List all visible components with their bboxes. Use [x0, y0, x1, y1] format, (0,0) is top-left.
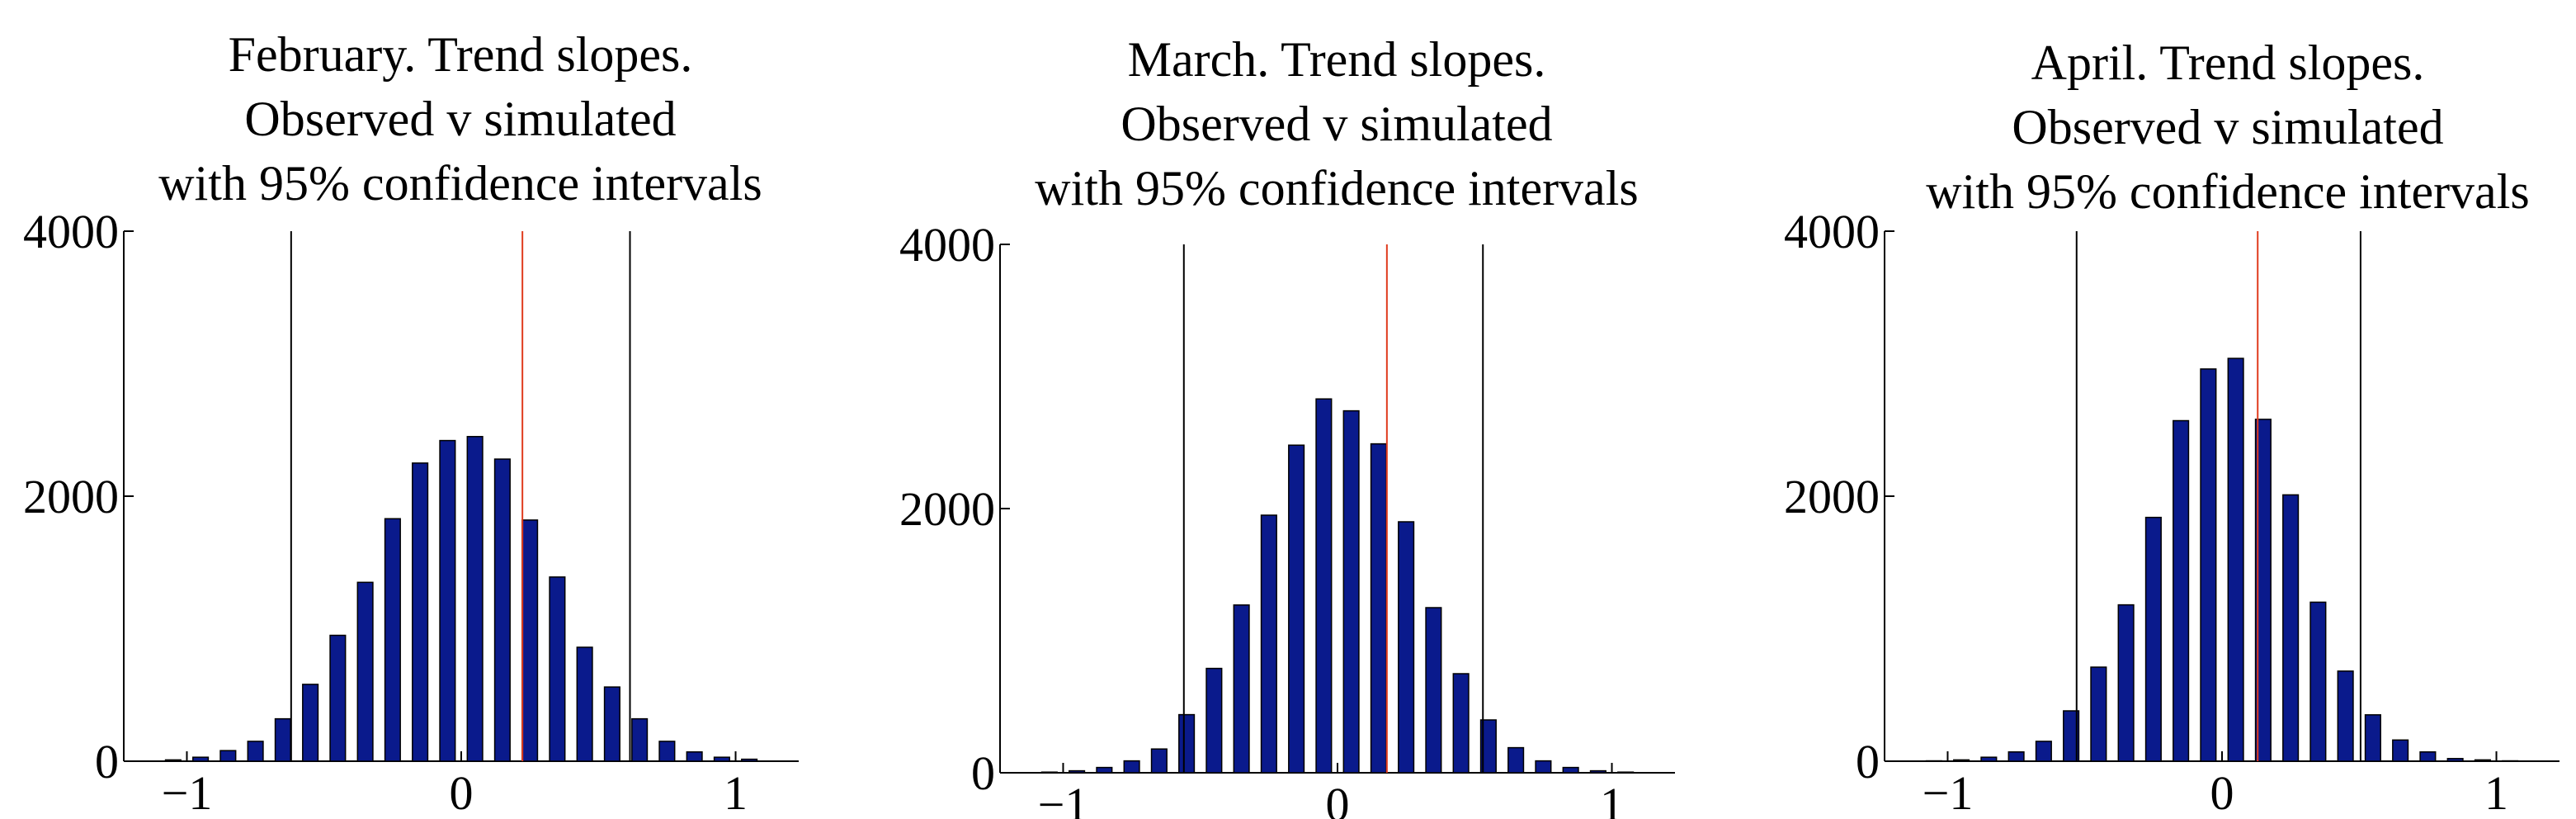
bar	[2063, 710, 2080, 762]
bar	[741, 758, 758, 762]
x-tick-label: 1	[724, 766, 748, 819]
chart-title: February. Trend slopes.	[229, 27, 693, 82]
bar	[1315, 398, 1333, 774]
bar	[2144, 516, 2162, 762]
bar	[2227, 357, 2244, 762]
bar	[2117, 604, 2135, 762]
bar	[1288, 444, 1305, 774]
bar	[493, 458, 511, 762]
bar	[549, 576, 566, 762]
x-tick-label: 0	[450, 766, 474, 819]
bar	[1040, 771, 1058, 774]
bar	[1205, 667, 1223, 774]
bar	[2200, 368, 2217, 762]
bar	[631, 717, 649, 762]
bar	[2337, 670, 2354, 762]
chart-title: with 95% confidence intervals	[158, 156, 762, 211]
y-tick-label: 2000	[23, 470, 119, 523]
chart-title: with 95% confidence intervals	[1926, 164, 2529, 219]
bar	[2282, 494, 2300, 762]
x-tick-label: −1	[1038, 778, 1089, 819]
bar	[2090, 666, 2107, 762]
bar	[1535, 760, 1552, 774]
bar	[2035, 741, 2052, 762]
bar	[1123, 760, 1140, 774]
bar	[247, 741, 264, 762]
bar	[439, 439, 456, 762]
bar	[1479, 719, 1497, 774]
bar	[466, 436, 484, 762]
bar	[713, 756, 730, 762]
chart-title: March. Trend slopes.	[1128, 32, 1546, 87]
bar	[1233, 604, 1250, 774]
y-tick-label: 2000	[899, 482, 995, 536]
bar	[1150, 748, 1168, 774]
x-tick-label: −1	[1923, 766, 1974, 819]
bar	[686, 751, 703, 762]
y-tick-label: 4000	[23, 205, 119, 258]
y-tick-label: 2000	[1784, 470, 1880, 523]
x-tick-label: −1	[162, 766, 213, 819]
bar	[219, 750, 237, 762]
bar	[2254, 419, 2272, 762]
bar	[164, 759, 182, 762]
chart-title: Observed v simulated	[1121, 97, 1552, 151]
bar	[1370, 443, 1387, 774]
bar	[1452, 673, 1470, 774]
bar	[1507, 746, 1525, 774]
chart-title: Observed v simulated	[244, 92, 676, 146]
y-tick-label: 4000	[1784, 205, 1880, 258]
bar	[329, 634, 347, 762]
y-tick-label: 0	[95, 735, 119, 788]
bar	[1342, 410, 1360, 774]
bar	[302, 684, 319, 762]
bar	[1617, 771, 1635, 774]
bar	[2474, 759, 2491, 762]
bar	[521, 519, 539, 762]
bar	[384, 518, 401, 762]
x-tick-label: 0	[1326, 778, 1350, 819]
bar	[1425, 607, 1442, 774]
bar	[1980, 756, 1998, 762]
x-tick-label: 1	[1600, 778, 1624, 819]
bar	[2419, 751, 2437, 762]
bar	[2309, 601, 2327, 762]
bar	[1096, 766, 1113, 774]
bar	[2007, 751, 2025, 762]
bar	[1589, 769, 1606, 774]
bar	[2446, 758, 2464, 762]
x-tick-label: 0	[2210, 766, 2234, 819]
bar	[1398, 521, 1415, 774]
bar	[1953, 759, 1970, 762]
bar	[1178, 713, 1196, 774]
bar	[192, 756, 210, 762]
bar	[658, 741, 676, 762]
bar	[1069, 769, 1086, 774]
y-tick-label: 0	[1856, 735, 1880, 788]
chart-title: April. Trend slopes.	[2031, 36, 2425, 90]
bar	[2392, 739, 2409, 762]
bar	[1260, 514, 1277, 774]
bar	[274, 717, 291, 762]
chart-title: Observed v simulated	[2012, 100, 2443, 154]
y-tick-label: 4000	[899, 218, 995, 272]
chart-title: with 95% confidence intervals	[1035, 161, 1638, 215]
x-tick-label: 1	[2484, 766, 2508, 819]
bar	[1562, 766, 1579, 774]
bar	[356, 581, 374, 762]
y-tick-label: 0	[971, 746, 995, 800]
bar	[2364, 714, 2381, 762]
bar	[603, 686, 620, 762]
bar	[2173, 419, 2190, 762]
bar	[576, 646, 593, 762]
bar	[412, 462, 429, 762]
